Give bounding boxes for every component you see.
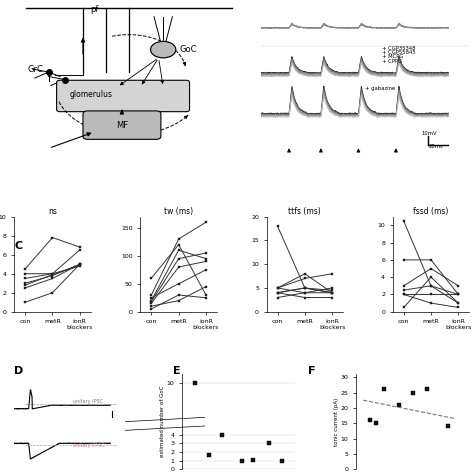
Text: + MCPG: + MCPG (382, 55, 403, 59)
Text: F: F (308, 366, 316, 376)
Text: GoC: GoC (179, 45, 197, 54)
FancyBboxPatch shape (56, 80, 190, 112)
Text: + CPPG: + CPPG (382, 58, 402, 64)
Text: GrC: GrC (28, 65, 44, 74)
Text: + gabazine: + gabazine (365, 86, 395, 91)
Text: unitary EPSC: unitary EPSC (73, 443, 105, 448)
Text: MF: MF (116, 120, 128, 129)
Title: fssd (ms): fssd (ms) (413, 207, 449, 216)
Circle shape (151, 41, 176, 58)
Text: pf: pf (90, 5, 99, 14)
Title: ns: ns (48, 207, 57, 216)
Text: 10mV: 10mV (421, 131, 437, 136)
Text: D: D (14, 366, 24, 376)
Text: + CGP35348: + CGP35348 (382, 46, 415, 51)
Y-axis label: estimated number of GoC: estimated number of GoC (160, 386, 165, 457)
Title: ttfs (ms): ttfs (ms) (289, 207, 321, 216)
Title: tw (ms): tw (ms) (164, 207, 193, 216)
Text: + CGP55845: + CGP55845 (382, 50, 416, 55)
FancyBboxPatch shape (83, 111, 161, 139)
Text: 20ms: 20ms (428, 144, 443, 149)
Text: C: C (14, 241, 22, 251)
Text: unitary IPSC: unitary IPSC (73, 399, 103, 404)
Text: E: E (173, 366, 181, 376)
Text: glomerulus: glomerulus (69, 90, 112, 99)
Y-axis label: tonic current (pA): tonic current (pA) (334, 398, 339, 446)
